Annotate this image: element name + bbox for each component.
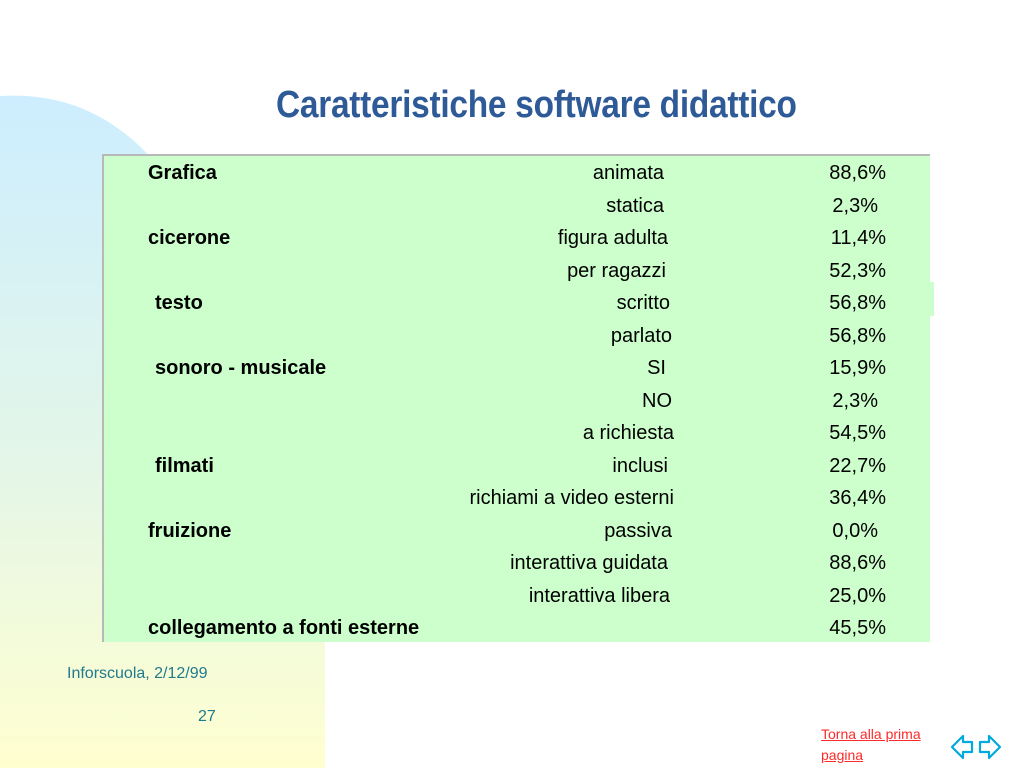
left-right-arrows-icon[interactable] — [950, 732, 1002, 762]
row-percent: 2,3% — [832, 390, 878, 412]
table-edge-tab — [928, 282, 934, 316]
table-row: a richiesta 54,5% — [104, 418, 930, 450]
row-option: passiva — [604, 520, 672, 542]
row-option: interattiva guidata — [510, 552, 668, 574]
row-percent: 11,4% — [830, 227, 886, 249]
table-row: richiami a video esterni 36,4% — [104, 483, 930, 515]
row-percent: 54,5% — [829, 422, 886, 444]
table-row: interattiva guidata 88,6% — [104, 548, 930, 580]
footer-source: Inforscuola, 2/12/99 — [67, 665, 208, 682]
table-row: Grafica animata 88,6% — [104, 158, 930, 190]
table-row: sonoro - musicale SI 15,9% — [104, 353, 930, 385]
row-percent: 88,6% — [829, 552, 886, 574]
row-percent: 0,0% — [832, 520, 878, 542]
row-category: cicerone — [148, 227, 231, 249]
row-category: Grafica — [148, 162, 217, 184]
row-category: collegamento a fonti esterne — [148, 617, 420, 639]
table-row: statica 2,3% — [104, 191, 930, 223]
table-row: NO 2,3% — [104, 386, 930, 418]
table-row: collegamento a fonti esterne 45,5% — [104, 613, 930, 645]
row-percent: 56,8% — [829, 325, 886, 347]
row-percent: 25,0% — [829, 585, 886, 607]
table-row: filmati inclusi 22,7% — [104, 451, 930, 483]
table-row: per ragazzi 52,3% — [104, 256, 930, 288]
row-percent: 2,3% — [832, 195, 878, 217]
page-title: Caratteristiche software didattico — [276, 84, 797, 126]
row-percent: 52,3% — [829, 260, 886, 282]
row-option: figura adulta — [557, 227, 668, 249]
row-option: inclusi — [612, 455, 668, 477]
row-option: per ragazzi — [567, 260, 666, 282]
row-percent: 45,5% — [829, 617, 886, 639]
row-percent: 56,8% — [829, 292, 886, 314]
row-option: parlato — [610, 325, 672, 347]
back-to-first-page-link[interactable]: Torna alla prima pagina — [821, 726, 921, 763]
row-category: sonoro - musicale — [155, 357, 327, 379]
row-category: filmati — [155, 455, 214, 477]
table-row: testo scritto 56,8% — [104, 288, 930, 320]
table-row: fruizione passiva 0,0% — [104, 516, 930, 548]
row-option: scritto — [616, 292, 670, 314]
row-option: statica — [606, 195, 664, 217]
table-row: interattiva libera 25,0% — [104, 581, 930, 613]
row-percent: 15,9% — [829, 357, 886, 379]
row-percent: 88,6% — [829, 162, 886, 184]
row-percent: 36,4% — [829, 487, 886, 509]
row-option: SI — [647, 357, 666, 379]
row-option: animata — [592, 162, 664, 184]
row-category: fruizione — [148, 520, 232, 542]
row-option: a richiesta — [582, 422, 674, 444]
page-number: 27 — [198, 708, 216, 725]
table-row: parlato 56,8% — [104, 321, 930, 353]
row-option: richiami a video esterni — [469, 487, 674, 509]
row-option: NO — [642, 390, 672, 412]
row-category: testo — [155, 292, 203, 314]
table-row: cicerone figura adulta 11,4% — [104, 223, 930, 255]
data-table: Grafica animata 88,6% statica 2,3% cicer… — [102, 154, 930, 642]
row-option: interattiva libera — [528, 585, 670, 607]
row-percent: 22,7% — [829, 455, 886, 477]
